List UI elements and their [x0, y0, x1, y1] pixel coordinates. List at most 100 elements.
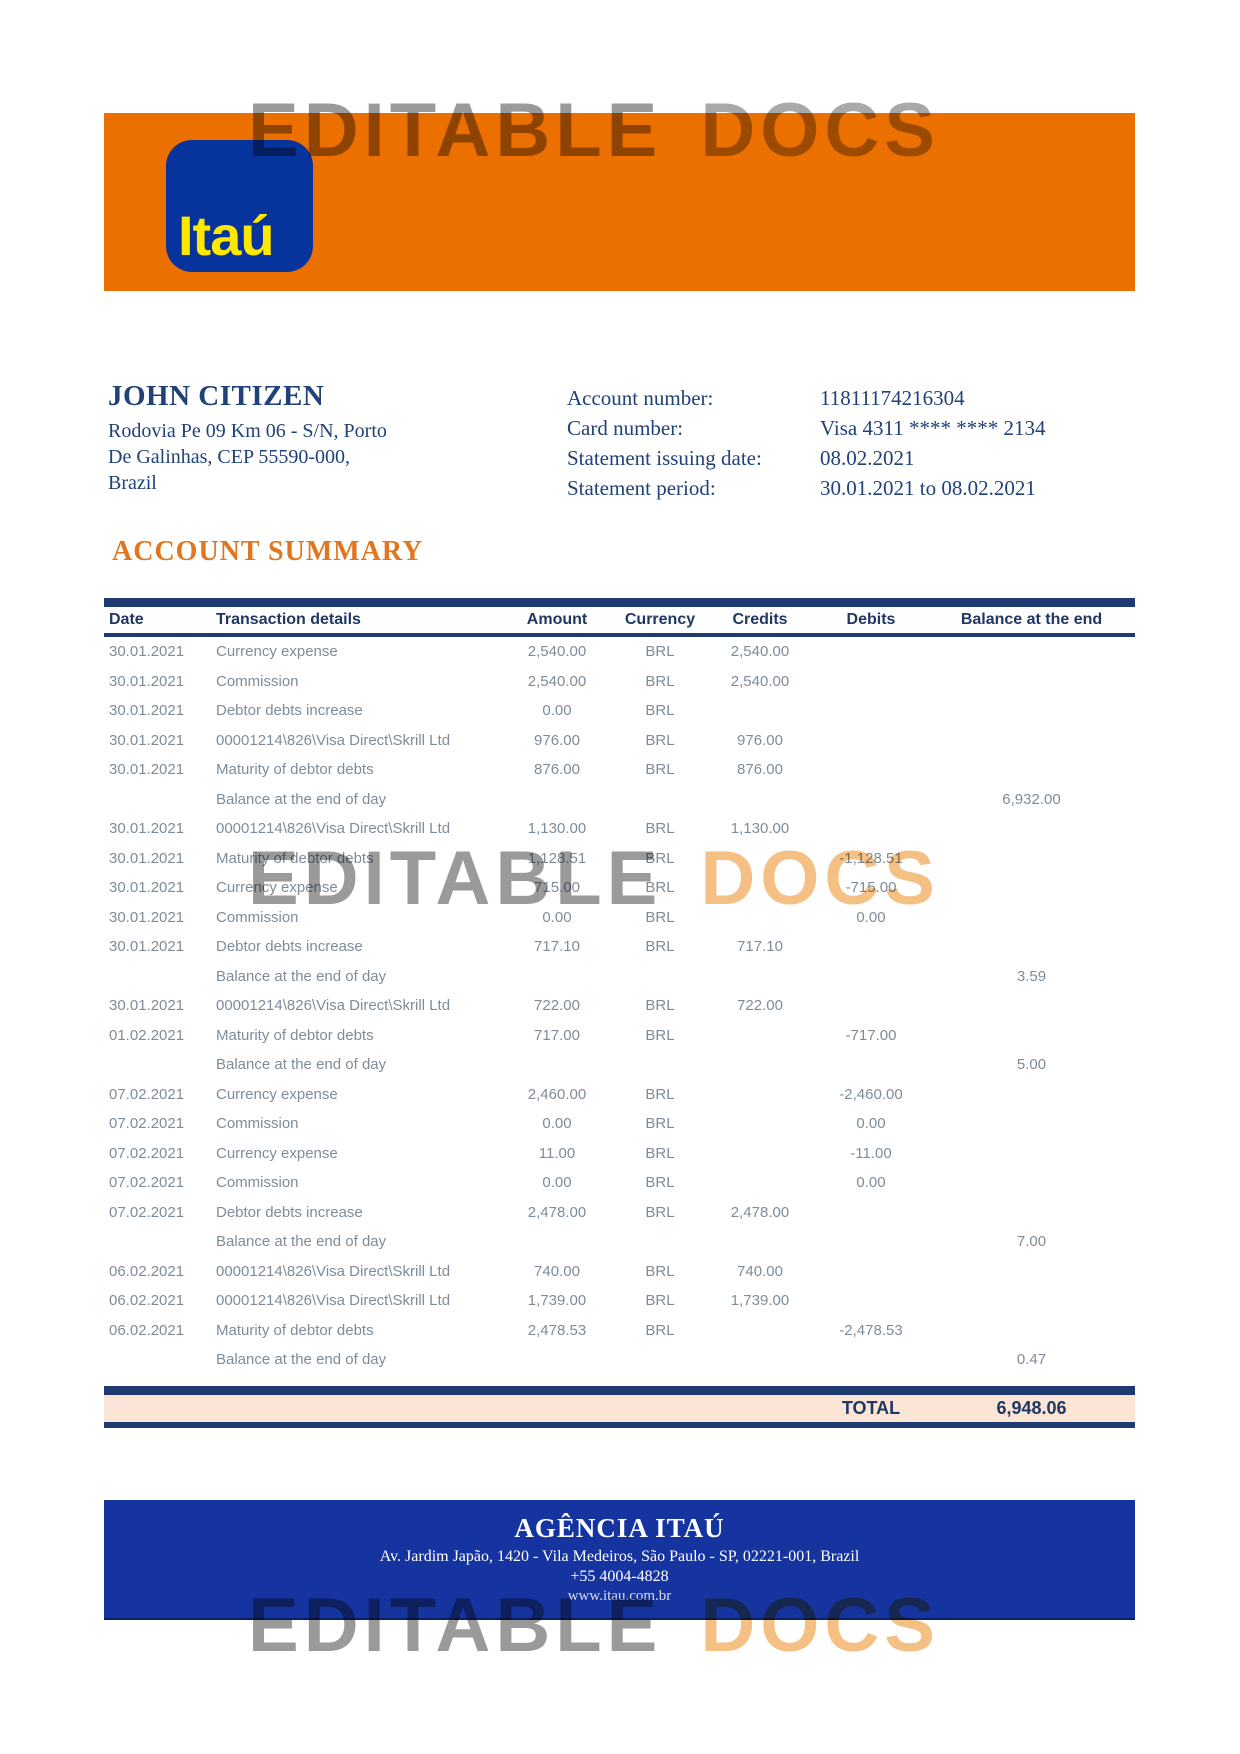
total-value: 6,948.06	[996, 1397, 1067, 1418]
table-row: 07.02.2021 Debtor debts increase 2,478.00 B…	[104, 1198, 1135, 1228]
header-amount: Amount	[526, 611, 588, 628]
cell-details: Debtor debts increase	[216, 702, 363, 720]
cell-date: 07.02.2021	[109, 1203, 185, 1221]
footer-address: Av. Jardim Japão, 1420 - Vila Medeiros, …	[379, 1548, 860, 1565]
cell-currency: BRL	[645, 820, 675, 838]
table-row: 30.01.2021 Maturity of debtor debts 1,128.…	[104, 844, 1135, 874]
table-row: Balance at the end of day 0.47	[104, 1345, 1135, 1375]
customer-address-line1: Rodovia Pe 09 Km 06 - S/N, Porto	[108, 420, 387, 442]
table-row: Balance at the end of day 3.59	[104, 962, 1135, 992]
cell-details: Maturity of debtor debts	[216, 1026, 374, 1044]
table-row: 30.01.2021 Debtor debts increase 0.00 BRL	[104, 696, 1135, 726]
cell-details: Currency expense	[216, 879, 338, 897]
table-top-bar	[104, 598, 1135, 607]
cell-details: Commission	[216, 908, 299, 926]
customer-name: JOHN CITIZEN	[108, 380, 325, 412]
footer-phone: +55 4004-4828	[570, 1568, 669, 1585]
cell-amount: 2,540.00	[527, 672, 587, 690]
cell-date: 06.02.2021	[109, 1262, 185, 1280]
cell-details: 00001214\826\Visa Direct\Skrill Ltd	[216, 1262, 451, 1280]
customer-address-line2: De Galinhas, CEP 55590-000,	[108, 446, 351, 468]
cell-balance: 5.00	[1016, 1056, 1047, 1074]
table-row: 01.02.2021 Maturity of debtor debts 717.00…	[104, 1021, 1135, 1051]
cell-debits: -11.00	[850, 1144, 892, 1162]
table-row: 30.01.2021 Maturity of debtor debts 876.00…	[104, 755, 1135, 785]
cell-currency: BRL	[645, 731, 675, 749]
table-row: 07.02.2021 Currency expense 11.00 BRL -11.00	[104, 1139, 1135, 1169]
cell-details: Commission	[216, 1174, 299, 1192]
cell-debits: -1,128.51	[839, 849, 903, 867]
section-title: ACCOUNT SUMMARY	[112, 536, 424, 567]
cell-currency: BRL	[645, 1115, 675, 1133]
cell-amount: 740.00	[534, 1262, 580, 1280]
cell-balance: 3.59	[1016, 967, 1047, 985]
cell-currency: BRL	[645, 1174, 675, 1192]
account-number-value: 11811174216304	[820, 386, 965, 410]
cell-date: 06.02.2021	[109, 1321, 185, 1339]
cell-amount: 2,540.00	[527, 643, 587, 661]
header-details: Transaction details	[216, 611, 361, 628]
cell-debits: -717.00	[845, 1026, 897, 1044]
cell-date: 30.01.2021	[109, 643, 185, 661]
cell-details: Currency expense	[216, 643, 338, 661]
cell-amount: 717.00	[534, 1026, 580, 1044]
table-row: 30.01.2021 Currency expense 2,540.00 BRL 2,5…	[104, 637, 1135, 667]
cell-date: 01.02.2021	[109, 1026, 185, 1044]
cell-amount: 0.00	[542, 1115, 572, 1133]
cell-details: Balance at the end of day	[216, 967, 387, 985]
cell-details: 00001214\826\Visa Direct\Skrill Ltd	[216, 1292, 451, 1310]
cell-currency: BRL	[645, 1203, 675, 1221]
cell-amount: 1,739.00	[527, 1292, 587, 1310]
cell-date: 30.01.2021	[109, 672, 185, 690]
cell-amount: 1,130.00	[527, 820, 587, 838]
cell-details: 00001214\826\Visa Direct\Skrill Ltd	[216, 820, 451, 838]
cell-currency: BRL	[645, 1144, 675, 1162]
watermark-word-docs: DOCS	[700, 88, 940, 173]
account-number-row: Account number: 11811174216304	[567, 383, 1045, 413]
cell-date: 30.01.2021	[109, 849, 185, 867]
cell-details: Balance at the end of day	[216, 790, 387, 808]
cell-date: 06.02.2021	[109, 1292, 185, 1310]
table-row: 30.01.2021 00001214\826\Visa Direct\Skril…	[104, 726, 1135, 756]
table-row: 30.01.2021 Currency expense 715.00 BRL -715.…	[104, 873, 1135, 903]
cell-date: 30.01.2021	[109, 879, 185, 897]
watermark-word-docs: DOCS	[700, 1583, 940, 1668]
header-currency: Currency	[624, 611, 696, 628]
total-bottom-bar	[104, 1421, 1135, 1428]
table-row: 30.01.2021 Commission 2,540.00 BRL 2,540.00	[104, 667, 1135, 697]
cell-date: 30.01.2021	[109, 938, 185, 956]
watermark-bottom: EDITABLE DOCS	[248, 1582, 940, 1669]
cell-amount: 0.00	[542, 908, 572, 926]
statement-period-value: 30.01.2021 to 08.02.2021	[820, 476, 1036, 500]
cell-credits: 876.00	[737, 761, 783, 779]
total-label: TOTAL	[841, 1397, 901, 1418]
cell-details: Maturity of debtor debts	[216, 1321, 374, 1339]
cell-credits: 1,130.00	[730, 820, 790, 838]
cell-amount: 976.00	[534, 731, 580, 749]
cell-balance: 0.47	[1016, 1351, 1047, 1369]
statement-issuing-date-label: Statement issuing date:	[567, 446, 762, 470]
card-number-row: Card number: Visa 4311 **** **** 2134	[567, 413, 1045, 443]
cell-date: 07.02.2021	[109, 1174, 185, 1192]
cell-currency: BRL	[645, 1321, 675, 1339]
watermark-word-docs: DOCS	[700, 836, 940, 921]
cell-details: Currency expense	[216, 1085, 338, 1103]
cell-currency: BRL	[645, 997, 675, 1015]
cell-currency: BRL	[645, 1292, 675, 1310]
cell-details: Maturity of debtor debts	[216, 849, 374, 867]
cell-date: 30.01.2021	[109, 702, 185, 720]
cell-date: 30.01.2021	[109, 820, 185, 838]
watermark-middle: EDITABLE DOCS	[248, 835, 940, 922]
cell-amount: 2,478.00	[527, 1203, 587, 1221]
header-banner: Itaú	[104, 113, 1135, 291]
table-row: 30.01.2021 00001214\826\Visa Direct\Skril…	[104, 814, 1135, 844]
cell-credits: 2,540.00	[730, 672, 790, 690]
header-debits: Debits	[846, 611, 896, 628]
cell-credits: 1,739.00	[730, 1292, 790, 1310]
cell-amount: 11.00	[538, 1144, 576, 1162]
cell-currency: BRL	[645, 1026, 675, 1044]
table-row: 06.02.2021 Maturity of debtor debts 2,478.…	[104, 1316, 1135, 1346]
cell-currency: BRL	[645, 938, 675, 956]
cell-credits: 976.00	[737, 731, 783, 749]
table-body: 30.01.2021 Currency expense 2,540.00 BRL 2,5…	[104, 637, 1135, 1375]
